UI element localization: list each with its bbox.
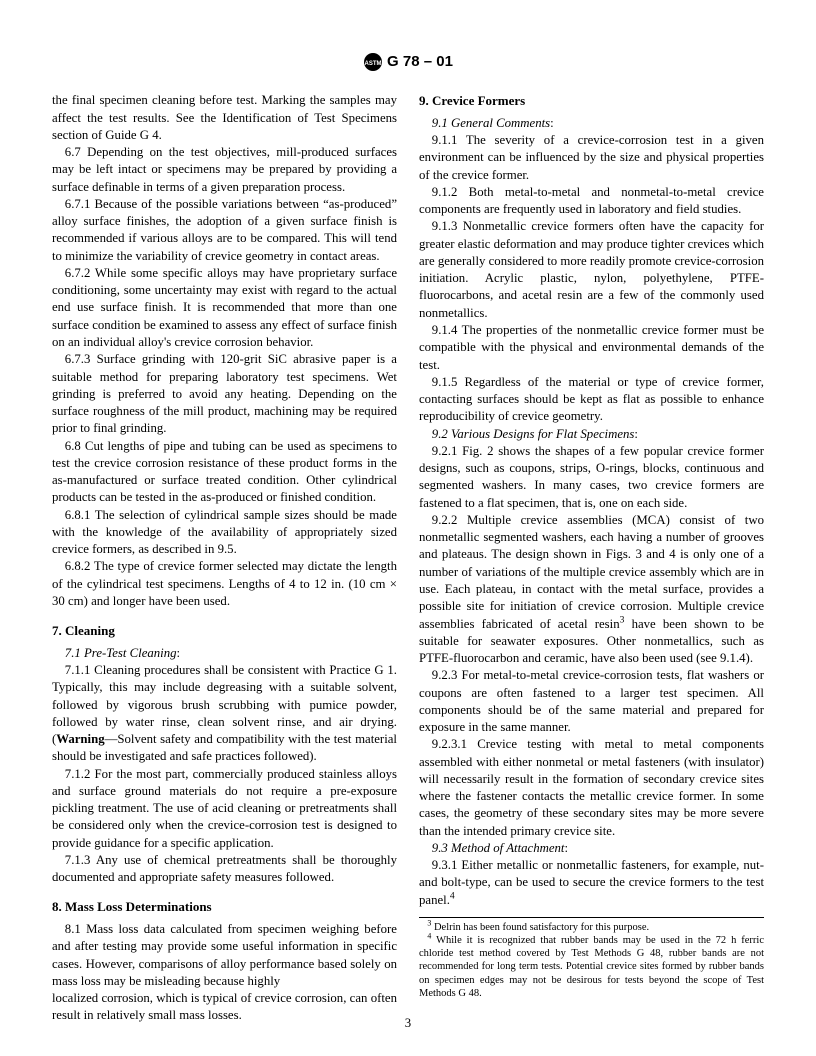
para-9-1-3: 9.1.3 Nonmetallic crevice formers often …	[419, 218, 764, 322]
subhead-9-1: 9.1 General Comments	[432, 116, 550, 130]
para-6-continuation: the final specimen cleaning before test.…	[52, 92, 397, 144]
para-7-1-1: 7.1.1 Cleaning procedures shall be consi…	[52, 662, 397, 766]
heading-8: 8. Mass Loss Determinations	[52, 898, 397, 916]
footnote-3: 3 Delrin has been found satisfactory for…	[419, 921, 764, 934]
para-6-8: 6.8 Cut lengths of pipe and tubing can b…	[52, 438, 397, 507]
page-header: ASTM G 78 – 01	[52, 52, 764, 72]
footnote-4: 4 While it is recognized that rubber ban…	[419, 934, 764, 1000]
heading-9: 9. Crevice Formers	[419, 92, 764, 110]
designation-text: G 78 – 01	[387, 53, 453, 70]
footnote-4-text: While it is recognized that rubber bands…	[419, 935, 764, 999]
para-9-2: 9.2 Various Designs for Flat Specimens:	[419, 426, 764, 443]
para-7-1-2: 7.1.2 For the most part, commercially pr…	[52, 766, 397, 852]
para-9-2-3-1: 9.2.3.1 Crevice testing with metal to me…	[419, 736, 764, 840]
svg-text:ASTM: ASTM	[365, 61, 382, 67]
para-9-3-1: 9.3.1 Either metallic or nonmetallic fas…	[419, 857, 764, 909]
para-9-2-3: 9.2.3 For metal-to-metal crevice-corrosi…	[419, 667, 764, 736]
footnote-3-text: Delrin has been found satisfactory for t…	[431, 922, 649, 933]
para-9-2-2: 9.2.2 Multiple crevice assemblies (MCA) …	[419, 512, 764, 667]
para-7-1-3: 7.1.3 Any use of chemical pretreatments …	[52, 852, 397, 887]
astm-logo-icon: ASTM	[363, 52, 383, 72]
page-number: 3	[0, 1015, 816, 1032]
para-9-1-5: 9.1.5 Regardless of the material or type…	[419, 374, 764, 426]
para-9-1-1: 9.1.1 The severity of a crevice-corrosio…	[419, 132, 764, 184]
para-6-7-1: 6.7.1 Because of the possible variations…	[52, 196, 397, 265]
subhead-9-2: 9.2 Various Designs for Flat Specimens	[432, 427, 635, 441]
para-9-1: 9.1 General Comments:	[419, 115, 764, 132]
para-8-1: 8.1 Mass loss data calculated from speci…	[52, 921, 397, 990]
footnotes: 3 Delrin has been found satisfactory for…	[419, 917, 764, 1000]
para-6-7: 6.7 Depending on the test objectives, mi…	[52, 144, 397, 196]
footnote-ref-4: 4	[450, 890, 455, 901]
para-9-1-4: 9.1.4 The properties of the nonmetallic …	[419, 322, 764, 374]
para-7-1: 7.1 Pre-Test Cleaning:	[52, 645, 397, 662]
heading-7: 7. Cleaning	[52, 622, 397, 640]
para-9-2-1: 9.2.1 Fig. 2 shows the shapes of a few p…	[419, 443, 764, 512]
para-6-8-2: 6.8.2 The type of crevice former selecte…	[52, 558, 397, 610]
subhead-9-3: 9.3 Method of Attachment	[432, 841, 565, 855]
para-9-1-2: 9.1.2 Both metal-to-metal and nonmetal-t…	[419, 184, 764, 219]
para-7-1-1-b: —Solvent safety and compatibility with t…	[52, 732, 397, 763]
para-9-2-2-a: 9.2.2 Multiple crevice assemblies (MCA) …	[419, 513, 764, 631]
para-6-7-2: 6.7.2 While some specific alloys may hav…	[52, 265, 397, 351]
warning-label: Warning	[56, 732, 104, 746]
subhead-7-1: 7.1 Pre-Test Cleaning	[65, 646, 177, 660]
para-9-3-1-a: 9.3.1 Either metallic or nonmetallic fas…	[419, 858, 764, 907]
body-columns: the final specimen cleaning before test.…	[52, 92, 764, 1024]
para-6-8-1: 6.8.1 The selection of cylindrical sampl…	[52, 507, 397, 559]
para-6-7-3: 6.7.3 Surface grinding with 120-grit SiC…	[52, 351, 397, 437]
para-9-3: 9.3 Method of Attachment:	[419, 840, 764, 857]
